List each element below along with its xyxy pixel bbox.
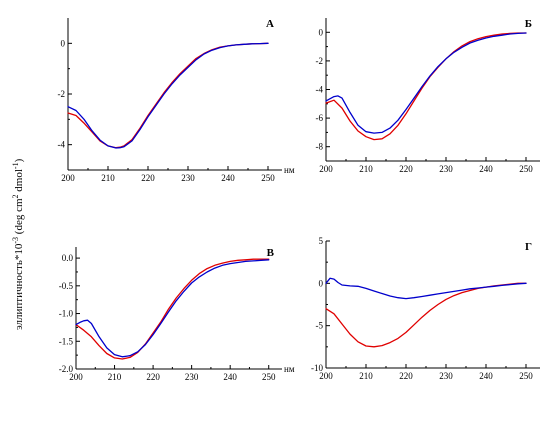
x-tick-label: 220 (146, 372, 160, 382)
chart-panel-4: 200210220230240250нм50-5-10Г (311, 236, 540, 381)
blue-series-line (75, 259, 270, 358)
y-tick-label: -10 (311, 363, 323, 373)
x-tick-label: 200 (319, 371, 333, 381)
x-tick-label: 200 (319, 164, 333, 174)
x-tick-label: 220 (399, 371, 413, 381)
y-tick-label: 0.0 (62, 253, 74, 263)
x-tick-label: 230 (185, 372, 199, 382)
x-tick-label: 250 (262, 372, 276, 382)
y-tick-label: -2.0 (59, 364, 74, 374)
y-tick-label: -1.0 (59, 309, 74, 319)
panel-label: Б (525, 18, 532, 30)
y-tick-label: 0 (61, 38, 66, 48)
x-tick-label: 250 (519, 371, 533, 381)
panel-label: Г (525, 241, 532, 253)
x-tick-label: 240 (223, 372, 237, 382)
panel-label: А (266, 18, 274, 30)
red-series-line (325, 282, 527, 348)
panel-label: В (267, 247, 275, 259)
red-series-line (325, 32, 527, 141)
blue-series-line (67, 42, 269, 149)
x-tick-label: 240 (479, 164, 493, 174)
x-unit-label: нм (284, 364, 295, 374)
x-tick-label: 230 (181, 173, 195, 183)
red-series-line (67, 42, 269, 149)
x-tick-label: 250 (261, 173, 275, 183)
blue-series-line (325, 277, 527, 300)
y-tick-label: -6 (316, 113, 324, 123)
x-tick-label: 210 (101, 173, 115, 183)
x-tick-label: 220 (141, 173, 155, 183)
x-tick-label: 200 (61, 173, 75, 183)
y-tick-label: 5 (319, 236, 324, 246)
y-axis-label: эллиптичность*10-3 (deg cm2 dmol-1) (11, 158, 25, 330)
x-tick-label: 240 (221, 173, 235, 183)
y-tick-label: -4 (58, 140, 66, 150)
x-tick-label: 250 (519, 164, 533, 174)
y-tick-label: -5 (316, 321, 324, 331)
y-tick-label: -2 (58, 89, 66, 99)
chart-panel-3: 200 210 220 230 240 250 нм 0.0 -0.5 -1.0 -1.5 -2.0 В (59, 247, 295, 382)
y-tick-label: -8 (316, 142, 324, 152)
red-series-line (75, 258, 270, 360)
y-tick-label: -4 (316, 85, 324, 95)
x-unit-label: нм (284, 165, 295, 175)
blue-series-line (325, 32, 527, 134)
x-tick-label: 210 (108, 372, 122, 382)
x-tick-label: 240 (479, 371, 493, 381)
y-tick-label: -2 (316, 56, 324, 66)
chart-panel-1: 200 210 220 230 240 250 нм 0 -2 -4 А (58, 18, 295, 183)
y-tick-label: 0 (319, 27, 324, 37)
x-tick-label: 210 (359, 371, 373, 381)
y-tick-label: -0.5 (59, 281, 74, 291)
x-tick-label: 220 (399, 164, 413, 174)
x-tick-label: 230 (439, 371, 453, 381)
x-tick-label: 230 (439, 164, 453, 174)
x-tick-label: 210 (359, 164, 373, 174)
x-tick-label: 200 (69, 372, 83, 382)
y-tick-label: -1.5 (59, 336, 74, 346)
y-tick-label: 0 (319, 278, 324, 288)
